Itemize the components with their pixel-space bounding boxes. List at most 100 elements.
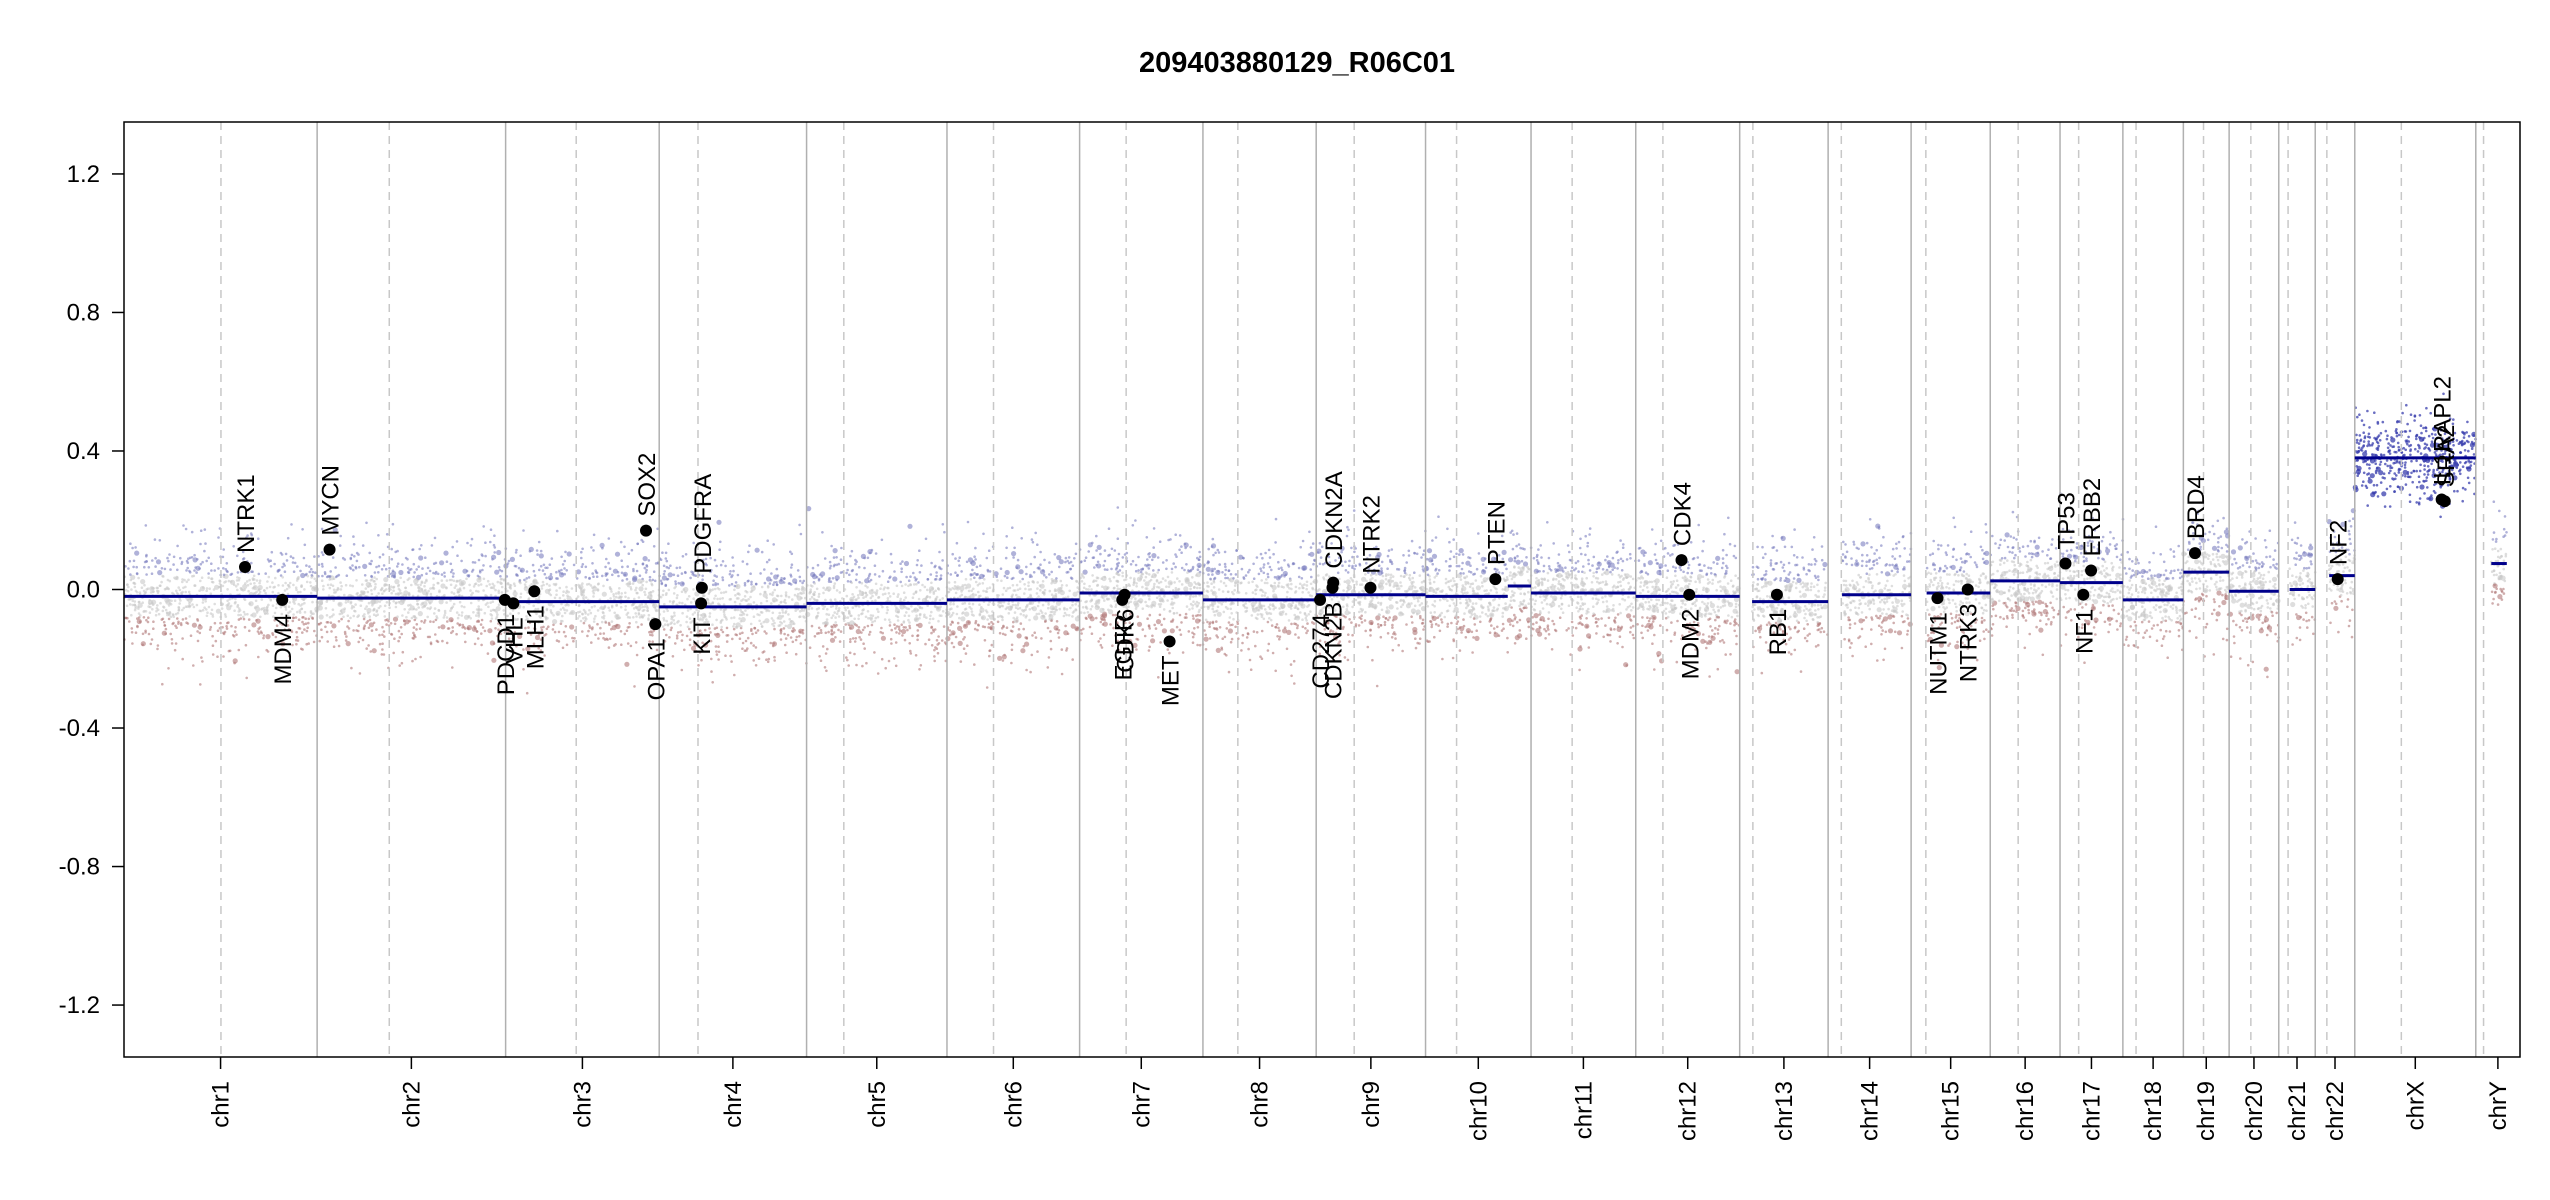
probe-point: [748, 544, 751, 547]
probe-point: [161, 617, 165, 621]
probe-point: [1206, 561, 1209, 565]
probe-point: [1132, 642, 1138, 649]
probe-point: [1293, 606, 1297, 609]
probe-point: [839, 571, 843, 574]
probe-point: [610, 590, 613, 593]
probe-point: [957, 640, 963, 647]
probe-point: [381, 625, 384, 629]
probe-point: [749, 603, 752, 606]
probe-point: [487, 628, 493, 634]
probe-point: [173, 599, 177, 602]
probe-point: [137, 607, 140, 610]
probe-point: [1060, 584, 1064, 587]
probe-point: [632, 616, 635, 619]
probe-point: [383, 610, 386, 613]
probe-point: [1277, 626, 1280, 630]
probe-point: [621, 579, 624, 582]
probe-point: [149, 642, 153, 646]
probe-point: [866, 610, 870, 613]
probe-point: [665, 619, 668, 623]
probe-point: [1039, 609, 1043, 612]
probe-point: [869, 614, 873, 617]
probe-point: [539, 564, 543, 568]
probe-point: [517, 566, 521, 570]
probe-point: [542, 625, 545, 629]
probe-point: [762, 592, 768, 598]
probe-point: [476, 611, 480, 615]
probe-point: [615, 595, 618, 599]
probe-point: [790, 566, 793, 569]
probe-point: [130, 613, 133, 617]
probe-point: [902, 620, 906, 623]
probe-point: [478, 577, 481, 580]
probe-point: [698, 651, 702, 654]
probe-point: [1129, 600, 1133, 604]
probe-point: [540, 628, 544, 632]
probe-point: [358, 636, 362, 640]
probe-point: [221, 584, 225, 588]
probe-point: [1083, 611, 1086, 615]
probe-point: [147, 566, 151, 569]
probe-point: [489, 609, 493, 612]
probe-point: [769, 592, 772, 596]
probe-point: [181, 608, 184, 612]
probe-point: [317, 555, 320, 558]
probe-point: [215, 608, 221, 614]
probe-point: [929, 573, 933, 576]
probe-point: [950, 630, 956, 636]
probe-point: [861, 591, 865, 594]
probe-point: [640, 614, 643, 617]
probe-point: [1236, 622, 1240, 626]
probe-point: [900, 570, 903, 574]
probe-point: [959, 585, 965, 592]
probe-point: [539, 631, 543, 635]
probe-point: [473, 642, 477, 646]
probe-point: [901, 628, 907, 635]
probe-point: [842, 619, 846, 622]
probe-point: [303, 610, 307, 614]
probe-point: [1010, 661, 1013, 665]
probe-point: [1252, 562, 1255, 566]
probe-point: [825, 618, 829, 621]
probe-point: [1114, 634, 1117, 637]
probe-point: [284, 581, 287, 585]
probe-point: [729, 570, 732, 573]
probe-point: [480, 643, 483, 647]
probe-point: [686, 625, 690, 629]
probe-point: [133, 600, 137, 603]
probe-point: [1212, 579, 1216, 583]
probe-point: [430, 544, 434, 547]
probe-point: [950, 613, 954, 617]
probe-point: [822, 591, 825, 595]
probe-point: [159, 584, 162, 587]
probe-point: [412, 631, 415, 635]
probe-point: [817, 595, 821, 598]
probe-point: [830, 630, 833, 633]
probe-point: [1147, 605, 1150, 608]
probe-point: [251, 587, 255, 590]
probe-point: [597, 637, 600, 640]
probe-point: [1174, 553, 1177, 556]
probe-point: [1232, 602, 1235, 605]
probe-point: [532, 604, 535, 608]
probe-point: [1067, 556, 1071, 559]
probe-point: [931, 617, 935, 621]
probe-point: [1056, 555, 1062, 561]
probe-point: [611, 573, 614, 577]
probe-point: [982, 589, 985, 593]
probe-point: [983, 578, 986, 581]
probe-point: [720, 625, 723, 629]
probe-point: [631, 582, 635, 585]
probe-point: [857, 614, 861, 617]
probe-point: [1080, 580, 1084, 583]
probe-point: [1196, 604, 1199, 607]
probe-point: [990, 620, 993, 624]
probe-point: [497, 628, 500, 631]
probe-point: [312, 612, 315, 615]
probe-point: [1001, 659, 1005, 662]
probe-point: [1220, 646, 1223, 650]
probe-point: [854, 562, 857, 566]
probe-point: [545, 627, 549, 631]
probe-point: [1060, 586, 1063, 590]
probe-point: [1198, 555, 1202, 559]
